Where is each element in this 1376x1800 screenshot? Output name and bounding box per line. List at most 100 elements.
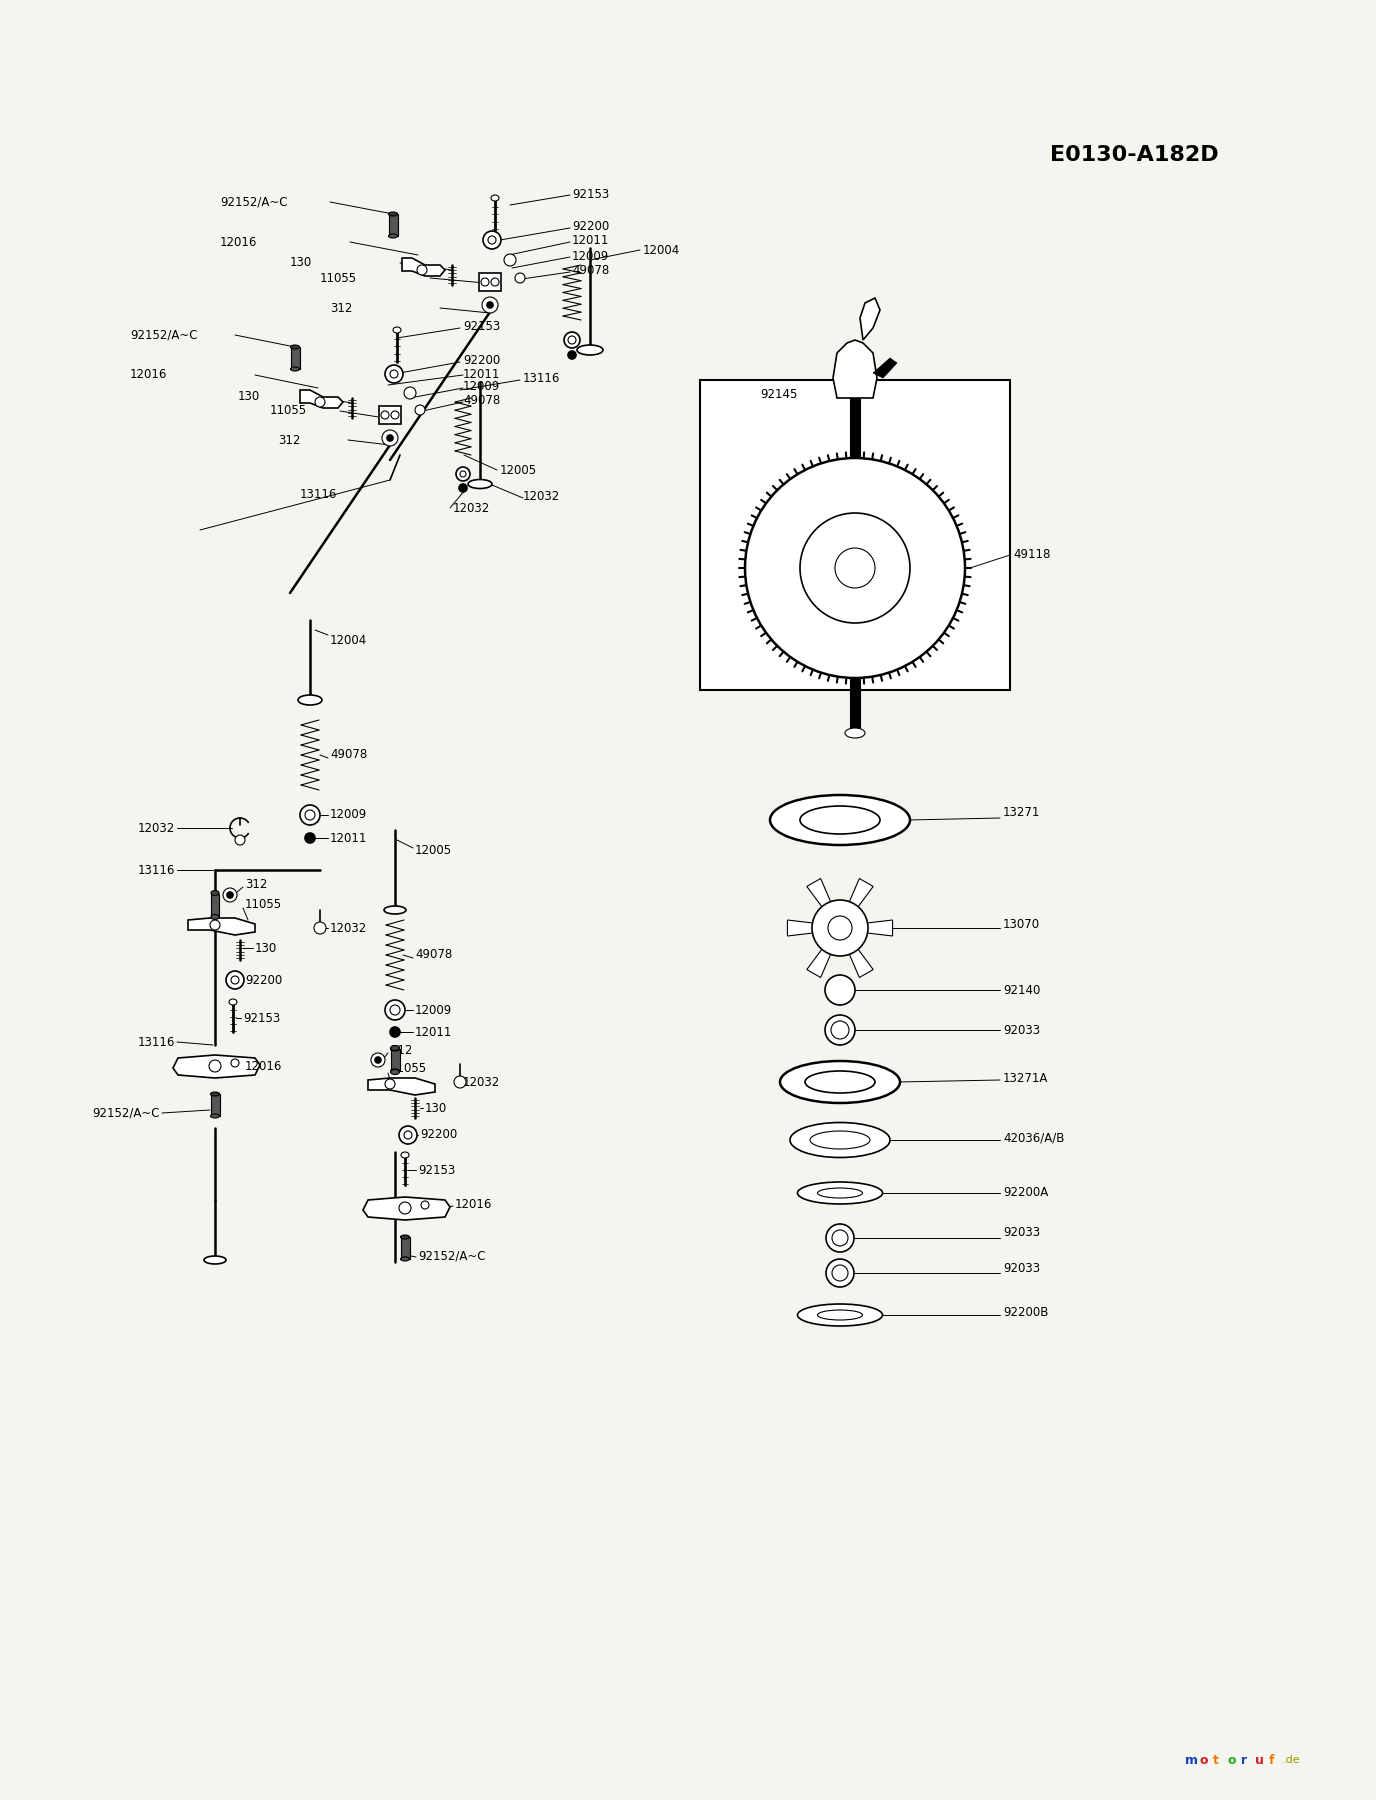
Circle shape bbox=[231, 976, 239, 985]
Text: 13116: 13116 bbox=[138, 864, 175, 877]
FancyBboxPatch shape bbox=[211, 895, 219, 916]
Text: 11055: 11055 bbox=[245, 898, 282, 911]
Circle shape bbox=[305, 833, 315, 842]
Text: t: t bbox=[1214, 1753, 1219, 1766]
Text: 12011: 12011 bbox=[572, 234, 610, 247]
Text: 12032: 12032 bbox=[330, 922, 367, 934]
Circle shape bbox=[515, 274, 526, 283]
Text: 92152/A~C: 92152/A~C bbox=[220, 196, 288, 209]
Text: 92200: 92200 bbox=[245, 974, 282, 986]
Circle shape bbox=[482, 277, 488, 286]
Text: 49078: 49078 bbox=[330, 749, 367, 761]
Polygon shape bbox=[787, 920, 831, 936]
Circle shape bbox=[826, 1258, 854, 1287]
Ellipse shape bbox=[391, 1069, 399, 1073]
Circle shape bbox=[454, 1076, 466, 1087]
Text: 12005: 12005 bbox=[499, 463, 537, 477]
Ellipse shape bbox=[491, 194, 499, 202]
Circle shape bbox=[828, 916, 852, 940]
Text: 312: 312 bbox=[278, 434, 300, 446]
Circle shape bbox=[389, 1004, 400, 1015]
Polygon shape bbox=[806, 878, 838, 922]
Ellipse shape bbox=[384, 905, 406, 914]
Circle shape bbox=[826, 1015, 854, 1046]
FancyBboxPatch shape bbox=[391, 1049, 399, 1071]
Text: 130: 130 bbox=[255, 941, 277, 954]
Text: 13271A: 13271A bbox=[1003, 1071, 1049, 1084]
Ellipse shape bbox=[790, 1123, 890, 1157]
Circle shape bbox=[482, 297, 498, 313]
Text: .de: .de bbox=[1282, 1755, 1300, 1766]
Ellipse shape bbox=[204, 1256, 226, 1264]
Circle shape bbox=[315, 398, 325, 407]
Text: 11055: 11055 bbox=[389, 1062, 427, 1075]
Circle shape bbox=[832, 1265, 848, 1282]
Circle shape bbox=[504, 254, 516, 266]
Circle shape bbox=[235, 835, 245, 844]
Ellipse shape bbox=[845, 727, 866, 738]
Circle shape bbox=[314, 922, 326, 934]
Text: 12032: 12032 bbox=[453, 502, 490, 515]
Polygon shape bbox=[849, 920, 893, 936]
Text: E0130-A182D: E0130-A182D bbox=[1050, 146, 1219, 166]
Text: 92033: 92033 bbox=[1003, 1262, 1040, 1274]
Circle shape bbox=[385, 1078, 395, 1089]
Text: 92152/A~C: 92152/A~C bbox=[418, 1249, 486, 1262]
Circle shape bbox=[568, 337, 577, 344]
Text: 49078: 49078 bbox=[416, 949, 453, 961]
Polygon shape bbox=[363, 1197, 450, 1220]
Text: 11055: 11055 bbox=[321, 272, 358, 284]
Circle shape bbox=[231, 1058, 239, 1067]
Ellipse shape bbox=[299, 695, 322, 706]
Ellipse shape bbox=[391, 1048, 399, 1051]
Circle shape bbox=[812, 900, 868, 956]
Ellipse shape bbox=[388, 234, 398, 238]
Text: 12009: 12009 bbox=[416, 1004, 453, 1017]
Text: 49118: 49118 bbox=[1013, 547, 1050, 560]
Ellipse shape bbox=[400, 1152, 409, 1157]
Ellipse shape bbox=[771, 796, 910, 844]
Text: u: u bbox=[1255, 1753, 1265, 1766]
Circle shape bbox=[460, 472, 466, 477]
Circle shape bbox=[568, 351, 577, 358]
Ellipse shape bbox=[799, 806, 881, 833]
Text: 92152/A~C: 92152/A~C bbox=[129, 328, 198, 342]
Circle shape bbox=[381, 410, 389, 419]
Ellipse shape bbox=[391, 1069, 399, 1075]
Circle shape bbox=[405, 1130, 411, 1139]
Ellipse shape bbox=[468, 479, 493, 488]
Text: 312: 312 bbox=[389, 1044, 413, 1057]
Circle shape bbox=[455, 466, 471, 481]
Text: 130: 130 bbox=[425, 1102, 447, 1114]
FancyBboxPatch shape bbox=[290, 347, 300, 369]
Ellipse shape bbox=[400, 1235, 410, 1238]
Text: 12016: 12016 bbox=[245, 1060, 282, 1073]
Circle shape bbox=[405, 387, 416, 400]
Text: o: o bbox=[1227, 1753, 1236, 1766]
Text: 92153: 92153 bbox=[418, 1163, 455, 1177]
FancyBboxPatch shape bbox=[479, 274, 501, 292]
Text: r: r bbox=[1241, 1753, 1247, 1766]
Circle shape bbox=[372, 1053, 385, 1067]
Text: 12016: 12016 bbox=[455, 1199, 493, 1211]
Polygon shape bbox=[872, 358, 897, 378]
Circle shape bbox=[826, 1224, 854, 1253]
Circle shape bbox=[421, 1201, 429, 1210]
Circle shape bbox=[223, 887, 237, 902]
Text: 12009: 12009 bbox=[330, 808, 367, 821]
Circle shape bbox=[399, 1127, 417, 1145]
Ellipse shape bbox=[780, 1060, 900, 1103]
Text: 12011: 12011 bbox=[416, 1026, 453, 1039]
Text: 12016: 12016 bbox=[220, 236, 257, 248]
Circle shape bbox=[487, 302, 493, 308]
Circle shape bbox=[227, 893, 233, 898]
Ellipse shape bbox=[798, 1183, 882, 1204]
Text: 92145: 92145 bbox=[760, 389, 797, 401]
Text: 12011: 12011 bbox=[330, 832, 367, 844]
Circle shape bbox=[385, 1001, 405, 1021]
Text: 92140: 92140 bbox=[1003, 983, 1040, 997]
FancyBboxPatch shape bbox=[400, 1237, 410, 1258]
Text: 312: 312 bbox=[245, 878, 267, 891]
Polygon shape bbox=[806, 934, 838, 977]
Circle shape bbox=[211, 920, 220, 931]
